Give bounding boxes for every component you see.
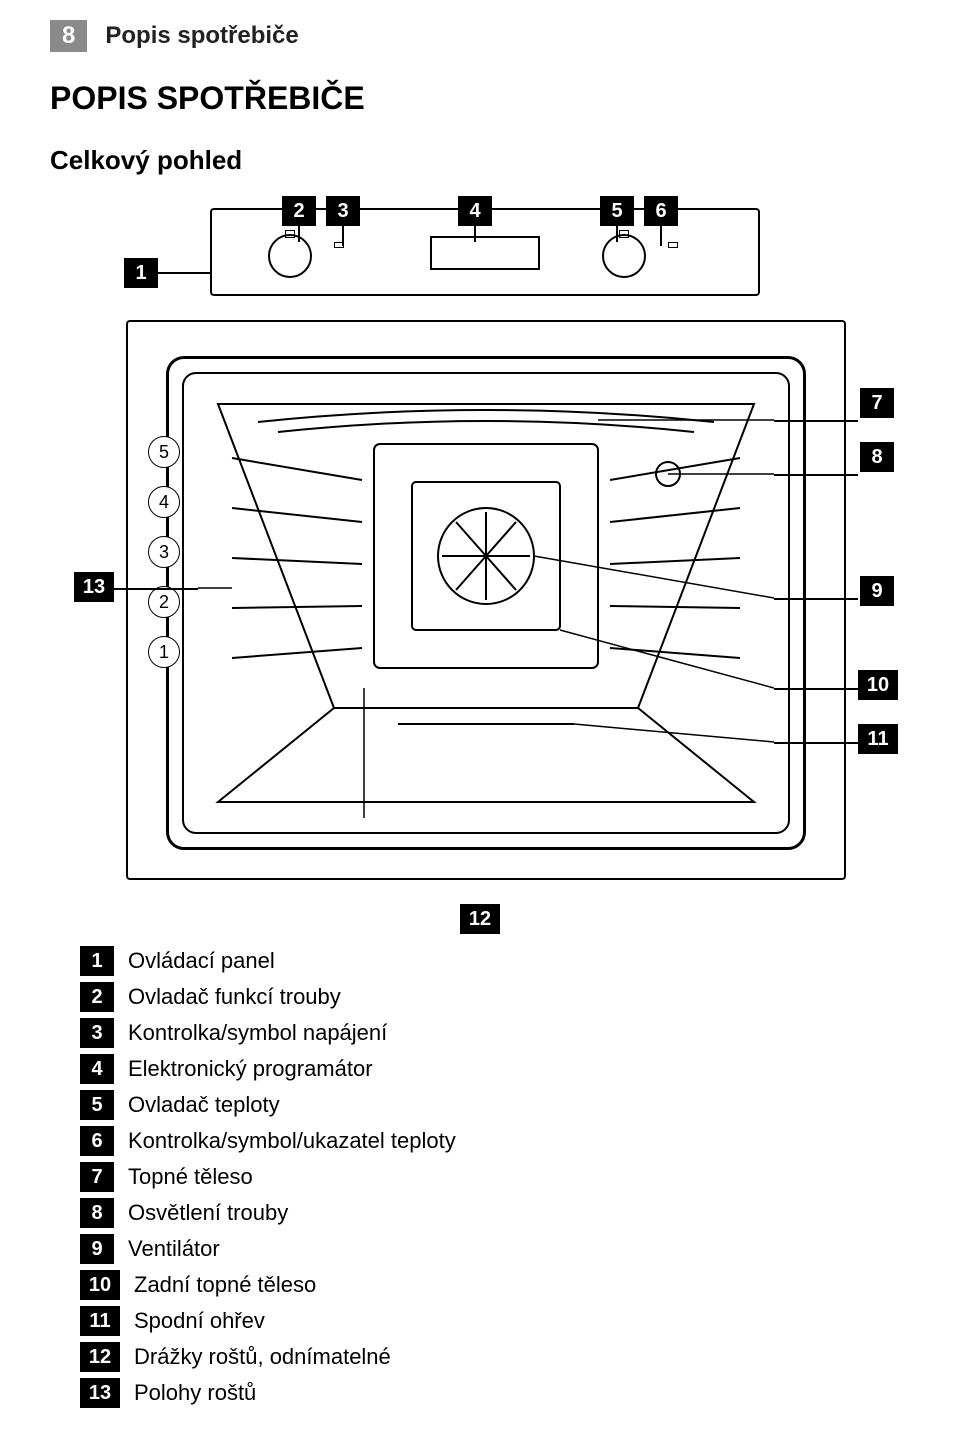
legend-label: Ovladač teploty: [128, 1092, 280, 1118]
page-number-badge: 8: [50, 20, 87, 52]
legend-row: 9 Ventilátor: [80, 1234, 910, 1264]
legend-label: Osvětlení trouby: [128, 1200, 288, 1226]
legend-row: 10 Zadní topné těleso: [80, 1270, 910, 1300]
legend-row: 11 Spodní ohřev: [80, 1306, 910, 1336]
legend-num-13: 13: [80, 1378, 120, 1408]
callout-10: 10: [858, 670, 898, 700]
legend-label: Elektronický programátor: [128, 1056, 373, 1082]
leader: [474, 226, 476, 242]
callout-13: 13: [74, 572, 114, 602]
legend-row: 6 Kontrolka/symbol/ukazatel teploty: [80, 1126, 910, 1156]
legend-row: 3 Kontrolka/symbol napájení: [80, 1018, 910, 1048]
legend-num-12: 12: [80, 1342, 120, 1372]
leader: [660, 226, 662, 246]
appliance-diagram: 54321 234561137891011: [70, 196, 890, 896]
callout-12: 12: [460, 904, 500, 934]
legend-label: Drážky roštů, odnímatelné: [134, 1344, 391, 1370]
rack-position-3: 3: [148, 536, 180, 568]
legend-row: 13 Polohy roštů: [80, 1378, 910, 1408]
leader: [616, 226, 618, 242]
legend-label: Kontrolka/symbol/ukazatel teploty: [128, 1128, 456, 1154]
callout-12-row: 12: [50, 904, 910, 934]
legend-num-8: 8: [80, 1198, 114, 1228]
leader: [774, 598, 858, 600]
rack-position-4: 4: [148, 486, 180, 518]
main-heading: POPIS SPOTŘEBIČE: [50, 80, 910, 117]
oven-interior-svg: [198, 388, 774, 818]
leader: [298, 226, 300, 242]
legend-num-7: 7: [80, 1162, 114, 1192]
legend: 1 Ovládací panel 2 Ovladač funkcí trouby 3 Ko…: [80, 946, 910, 1408]
callout-8: 8: [860, 442, 894, 472]
legend-label: Ovládací panel: [128, 948, 275, 974]
callout-2: 2: [282, 196, 316, 226]
legend-row: 4 Elektronický programátor: [80, 1054, 910, 1084]
legend-label: Kontrolka/symbol napájení: [128, 1020, 387, 1046]
knob-functions: [268, 234, 312, 278]
legend-row: 1 Ovládací panel: [80, 946, 910, 976]
legend-label: Ovladač funkcí trouby: [128, 984, 341, 1010]
legend-num-4: 4: [80, 1054, 114, 1084]
callout-11: 11: [858, 724, 898, 754]
callout-9: 9: [860, 576, 894, 606]
legend-row: 7 Topné těleso: [80, 1162, 910, 1192]
callout-1: 1: [124, 258, 158, 288]
legend-row: 2 Ovladač funkcí trouby: [80, 982, 910, 1012]
leader: [158, 272, 210, 274]
rack-position-2: 2: [148, 586, 180, 618]
callout-4: 4: [458, 196, 492, 226]
callout-6: 6: [644, 196, 678, 226]
leader: [774, 420, 858, 422]
legend-num-2: 2: [80, 982, 114, 1012]
sub-heading: Celkový pohled: [50, 145, 910, 176]
legend-num-3: 3: [80, 1018, 114, 1048]
header-title: Popis spotřebiče: [105, 22, 298, 50]
rack-position-1: 1: [148, 636, 180, 668]
legend-label: Zadní topné těleso: [134, 1272, 316, 1298]
legend-row: 8 Osvětlení trouby: [80, 1198, 910, 1228]
legend-row: 12 Drážky roštů, odnímatelné: [80, 1342, 910, 1372]
leader: [342, 226, 344, 246]
callout-3: 3: [326, 196, 360, 226]
indicator-temp: [668, 242, 678, 248]
leader: [774, 474, 858, 476]
leader: [774, 742, 858, 744]
rack-position-5: 5: [148, 436, 180, 468]
document-page: 8 Popis spotřebiče POPIS SPOTŘEBIČE Celk…: [0, 0, 960, 1454]
callout-7: 7: [860, 388, 894, 418]
legend-label: Spodní ohřev: [134, 1308, 265, 1334]
page-header: 8 Popis spotřebiče: [50, 20, 910, 52]
display-programmer: [430, 236, 540, 270]
leader: [114, 588, 198, 590]
knob-temperature: [602, 234, 646, 278]
legend-num-5: 5: [80, 1090, 114, 1120]
legend-num-10: 10: [80, 1270, 120, 1300]
legend-num-9: 9: [80, 1234, 114, 1264]
legend-label: Ventilátor: [128, 1236, 220, 1262]
legend-num-11: 11: [80, 1306, 120, 1336]
callout-5: 5: [600, 196, 634, 226]
leader: [774, 688, 858, 690]
legend-row: 5 Ovladač teploty: [80, 1090, 910, 1120]
legend-num-1: 1: [80, 946, 114, 976]
legend-label: Topné těleso: [128, 1164, 253, 1190]
oven-cavity: [198, 388, 774, 818]
legend-num-6: 6: [80, 1126, 114, 1156]
legend-label: Polohy roštů: [134, 1380, 256, 1406]
